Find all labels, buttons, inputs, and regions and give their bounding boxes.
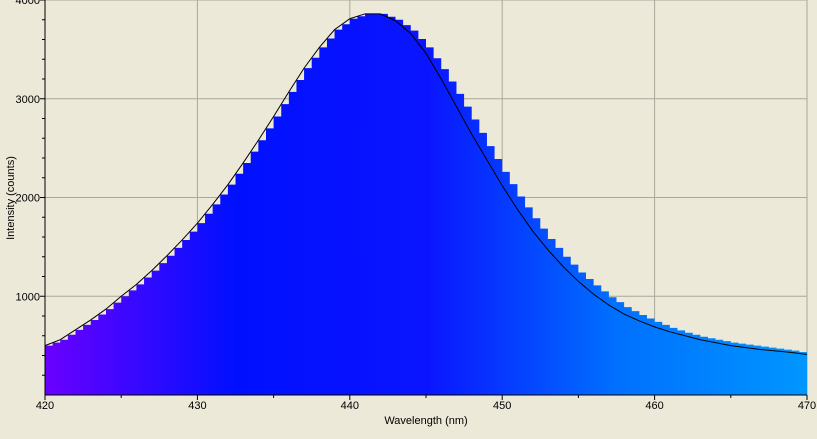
x-tick-label: 470 — [798, 400, 816, 412]
y-axis-label: Intensity (counts) — [5, 156, 17, 240]
x-tick-label: 460 — [645, 400, 663, 412]
fit-line — [44, 13, 808, 356]
y-tick-label: 3000 — [16, 94, 40, 106]
y-tick-label: 4000 — [16, 0, 40, 7]
x-tick-label: 420 — [36, 400, 54, 412]
axes: 420 430 440 450 460 470 1000 2000 3000 4000 — [16, 0, 816, 412]
fit-line-layer — [44, 13, 808, 356]
y-tick-label: 2000 — [16, 193, 40, 205]
x-tick-label: 430 — [188, 400, 206, 412]
x-tick-label: 440 — [341, 400, 359, 412]
x-axis-label: Wavelength (nm) — [384, 415, 467, 427]
x-tick-label: 450 — [493, 400, 511, 412]
y-tick-label: 1000 — [16, 291, 40, 303]
